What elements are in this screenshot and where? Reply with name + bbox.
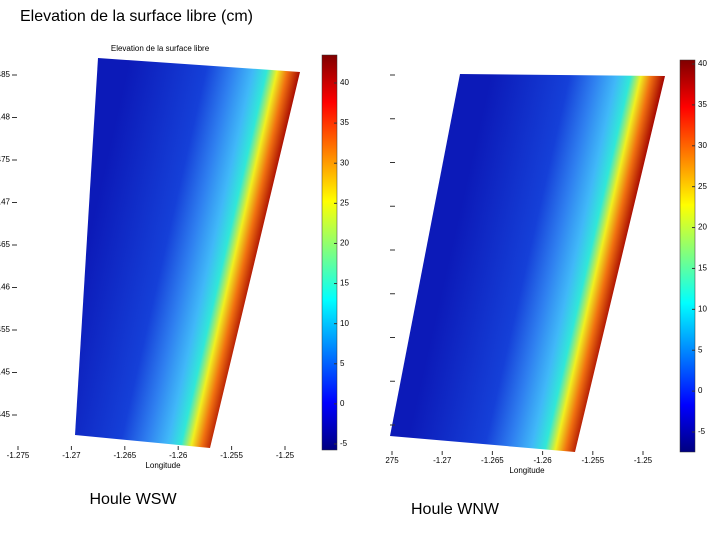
colorbar [321, 54, 338, 451]
colorbar-tick-label: 15 [698, 264, 707, 273]
colorbar-tick-label: 10 [340, 319, 349, 328]
x-tick-label: -1.27 [433, 456, 452, 465]
plot-title: Elevation de la surface libre [111, 44, 210, 53]
y-tick-label: .485 [0, 70, 11, 79]
x-tick-label: -1.255 [581, 456, 604, 465]
x-tick-label: -1.25 [276, 451, 295, 460]
colorbar-tick-label: 10 [698, 304, 707, 313]
colorbar-tick-label: 5 [698, 345, 703, 354]
caption: Houle WNW [411, 501, 500, 518]
x-tick-label: -1.25 [634, 456, 653, 465]
x-label: Longitude [145, 461, 181, 470]
x-tick-label: -1.255 [220, 451, 243, 460]
colorbar-tick-label: 5 [340, 359, 345, 368]
y-tick-label: 4.48 [0, 113, 11, 122]
y-tick-label: .475 [0, 155, 11, 164]
colorbar [679, 59, 696, 453]
colorbar-tick-label: 30 [698, 141, 707, 150]
y-tick-label: 4.45 [0, 368, 11, 377]
colorbar-tick-label: 30 [340, 158, 349, 167]
colorbar-tick-label: 40 [340, 78, 349, 87]
x-tick-label: -1.26 [169, 451, 188, 460]
y-tick-label: .465 [0, 240, 11, 249]
colorbar-tick-label: 15 [340, 279, 349, 288]
colorbar-tick-label: 20 [340, 239, 349, 248]
y-tick-label: 4.46 [0, 283, 11, 292]
x-tick-label: -1.26 [533, 456, 552, 465]
y-tick-label: .455 [0, 325, 11, 334]
x-tick-label: -1.265 [481, 456, 504, 465]
x-tick-label: -1.265 [113, 451, 136, 460]
colorbar-tick-label: 20 [698, 223, 707, 232]
y-tick-label: .445 [0, 410, 11, 419]
slide-title: Elevation de la surface libre (cm) [20, 8, 253, 25]
elevation-map [75, 58, 300, 448]
colorbar-tick-label: 0 [340, 399, 345, 408]
colorbar-tick-label: -5 [698, 427, 706, 436]
colorbar-tick-label: 25 [340, 198, 349, 207]
colorbar-tick-label: 35 [340, 118, 349, 127]
colorbar-tick-label: -5 [340, 439, 348, 448]
colorbar-tick-label: 40 [698, 59, 707, 68]
x-tick-label: -1.275 [7, 451, 30, 460]
colorbar-tick-label: 0 [698, 386, 703, 395]
caption: Houle WSW [89, 491, 177, 508]
x-tick-label: 275 [385, 456, 399, 465]
x-label: Longitude [509, 466, 545, 475]
x-tick-label: -1.27 [62, 451, 81, 460]
y-tick-label: 4.47 [0, 198, 11, 207]
colorbar-tick-label: 35 [698, 100, 707, 109]
elevation-map [390, 74, 665, 452]
colorbar-tick-label: 25 [698, 182, 707, 191]
